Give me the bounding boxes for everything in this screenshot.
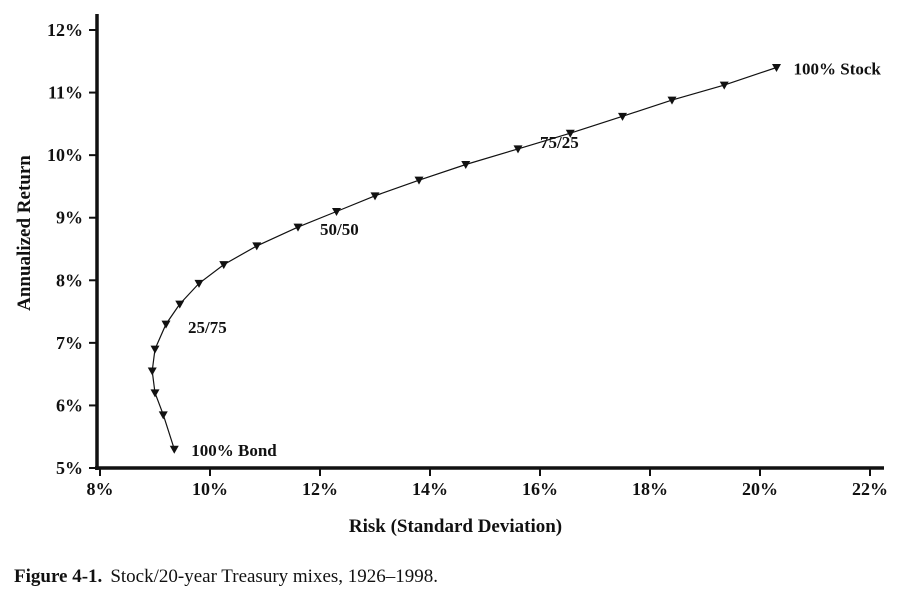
x-axis-title: Risk (Standard Deviation): [348, 516, 563, 537]
svg-text:8%: 8%: [56, 270, 83, 290]
svg-text:12%: 12%: [47, 20, 83, 40]
svg-text:6%: 6%: [56, 395, 83, 415]
svg-text:9%: 9%: [56, 208, 83, 228]
svg-text:16%: 16%: [522, 479, 558, 499]
svg-text:7%: 7%: [56, 333, 83, 353]
svg-text:10%: 10%: [47, 145, 83, 165]
svg-text:18%: 18%: [632, 479, 668, 499]
svg-text:10%: 10%: [192, 479, 228, 499]
efficient-frontier-chart: 8% 10% 12% 14% 16% 18% 20% 22% 5% 6% 7% 8% 9% 10% 11% 1…: [14, 14, 888, 537]
svg-text:22%: 22%: [852, 479, 888, 499]
svg-text:8%: 8%: [87, 479, 114, 499]
svg-text:11%: 11%: [48, 83, 83, 103]
svg-text:75/25: 75/25: [540, 133, 579, 152]
figure-caption-text: Stock/20-year Treasury mixes, 1926–1998.: [110, 566, 439, 587]
svg-text:100% Bond: 100% Bond: [191, 441, 277, 460]
figure-caption-label: Figure 4-1.: [14, 566, 103, 587]
svg-text:25/75: 25/75: [188, 318, 227, 337]
svg-text:12%: 12%: [302, 479, 338, 499]
svg-text:20%: 20%: [742, 479, 778, 499]
svg-text:100% Stock: 100% Stock: [794, 60, 882, 79]
y-axis-title: Annualized Return: [14, 155, 35, 311]
chart-canvas: 8% 10% 12% 14% 16% 18% 20% 22% 5% 6% 7% 8% 9% 10% 11% 1…: [47, 14, 888, 499]
svg-text:14%: 14%: [412, 479, 448, 499]
svg-text:5%: 5%: [56, 458, 83, 478]
figure-caption: Figure 4-1. Stock/20-year Treasury mixes,…: [14, 566, 438, 588]
svg-text:50/50: 50/50: [320, 220, 359, 239]
